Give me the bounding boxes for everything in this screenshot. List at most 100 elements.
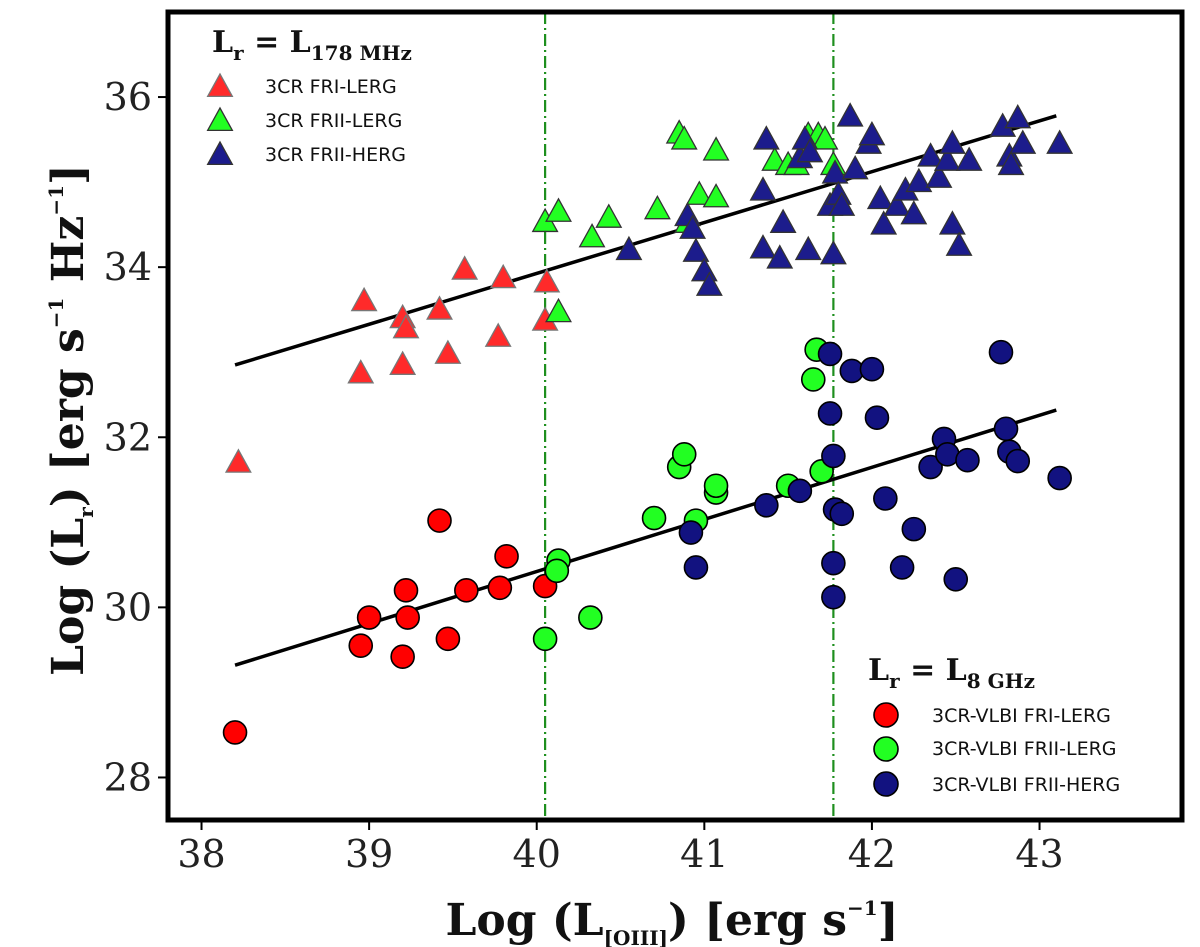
y-tick-label-32: 32 xyxy=(104,415,152,459)
point-3cr-vlbi-frii-herg-2 xyxy=(754,493,779,518)
point-3cr-vlbi-frii-herg-17 xyxy=(918,454,943,480)
series-3cr-vlbi-fri-lerg xyxy=(222,508,558,745)
point-3cr-vlbi-frii-herg-3 xyxy=(787,478,813,504)
series-3cr-vlbi-frii-herg xyxy=(678,339,1072,610)
point-3cr-vlbi-frii-lerg-2 xyxy=(544,558,570,584)
point-3cr-frii-herg-32 xyxy=(933,146,961,171)
x-axis-title: Log (L[OIII]) [erg s−1] xyxy=(445,895,898,947)
legend-label-3cr-vlbi-frii-herg: 3CR-VLBI FRII-HERG xyxy=(932,774,1120,796)
point-3cr-vlbi-fri-lerg-0 xyxy=(222,720,248,745)
y-tick-label-30: 30 xyxy=(104,585,152,629)
point-3cr-frii-herg-21 xyxy=(841,155,869,180)
legend-label-3cr-frii-lerg: 3CR FRII-LERG xyxy=(265,110,402,132)
x-tick-label-40: 40 xyxy=(513,832,561,876)
point-3cr-vlbi-frii-herg-23 xyxy=(993,416,1019,442)
point-3cr-vlbi-frii-lerg-6 xyxy=(671,441,697,467)
point-3cr-frii-lerg-2 xyxy=(545,297,572,323)
point-3cr-fri-lerg-10 xyxy=(489,263,517,289)
x-tick-label-41: 41 xyxy=(680,832,728,876)
point-3cr-vlbi-frii-herg-21 xyxy=(955,447,980,473)
point-3cr-frii-herg-14 xyxy=(796,137,824,163)
x-tick-label-38: 38 xyxy=(177,832,225,876)
point-3cr-fri-lerg-5 xyxy=(389,350,417,375)
point-3cr-frii-herg-42 xyxy=(1046,129,1074,154)
point-3cr-vlbi-fri-lerg-8 xyxy=(454,578,479,603)
fit-line-fit-178mhz xyxy=(234,114,1057,367)
legend-marker-3cr-frii-lerg xyxy=(206,106,234,132)
legend-marker-3cr-vlbi-fri-lerg xyxy=(873,702,899,728)
point-3cr-frii-herg-40 xyxy=(1004,103,1032,129)
point-3cr-frii-herg-26 xyxy=(883,191,911,216)
point-3cr-frii-herg-24 xyxy=(866,184,894,210)
point-3cr-vlbi-frii-herg-8 xyxy=(821,550,846,576)
point-3cr-frii-lerg-10 xyxy=(702,136,730,161)
point-3cr-vlbi-fri-lerg-5 xyxy=(395,605,420,630)
data-points xyxy=(222,102,1074,745)
point-3cr-frii-lerg-5 xyxy=(643,194,671,220)
point-3cr-frii-herg-2 xyxy=(679,214,707,239)
point-3cr-frii-herg-10 xyxy=(769,208,797,233)
point-3cr-fri-lerg-0 xyxy=(224,448,252,473)
point-3cr-frii-herg-23 xyxy=(858,120,886,146)
point-3cr-vlbi-frii-herg-25 xyxy=(1005,448,1031,474)
point-3cr-vlbi-frii-herg-14 xyxy=(873,486,898,511)
point-3cr-frii-herg-13 xyxy=(794,235,822,261)
legend-label-3cr-fri-lerg: 3CR FRI-LERG xyxy=(265,76,397,98)
point-3cr-vlbi-frii-herg-5 xyxy=(817,401,843,426)
point-3cr-frii-herg-19 xyxy=(828,191,856,216)
plot-frame xyxy=(165,9,1185,823)
legend-8ghz-title: Lr = L8 GHz xyxy=(868,653,1035,693)
legend-label-3cr-frii-herg: 3CR FRII-HERG xyxy=(265,144,406,166)
point-3cr-vlbi-fri-lerg-4 xyxy=(393,578,419,603)
point-3cr-frii-herg-16 xyxy=(819,240,847,265)
point-3cr-vlbi-frii-herg-9 xyxy=(821,584,846,610)
point-3cr-frii-herg-25 xyxy=(870,210,898,235)
point-3cr-frii-lerg-7 xyxy=(670,125,698,150)
point-3cr-vlbi-fri-lerg-9 xyxy=(487,575,513,601)
point-3cr-frii-herg-33 xyxy=(938,210,966,235)
legend-marker-3cr-vlbi-frii-lerg xyxy=(873,736,899,762)
point-3cr-frii-lerg-17 xyxy=(811,125,839,150)
point-3cr-fri-lerg-8 xyxy=(451,255,479,280)
point-3cr-frii-herg-6 xyxy=(749,176,777,201)
point-3cr-vlbi-frii-lerg-9 xyxy=(703,473,729,499)
point-3cr-frii-herg-29 xyxy=(905,167,933,193)
point-3cr-vlbi-frii-herg-10 xyxy=(829,501,855,527)
point-3cr-vlbi-fri-lerg-1 xyxy=(348,633,374,658)
y-tick-label-28: 28 xyxy=(104,755,152,799)
point-3cr-vlbi-frii-lerg-4 xyxy=(641,505,667,531)
point-3cr-vlbi-frii-herg-16 xyxy=(901,516,927,542)
point-3cr-frii-herg-9 xyxy=(766,244,794,269)
point-3cr-frii-lerg-9 xyxy=(685,180,713,205)
point-3cr-vlbi-fri-lerg-10 xyxy=(494,544,519,569)
point-3cr-frii-lerg-11 xyxy=(702,183,730,208)
series-3cr-frii-herg xyxy=(615,102,1074,296)
point-3cr-frii-herg-8 xyxy=(749,234,777,259)
point-3cr-vlbi-frii-herg-4 xyxy=(817,341,843,367)
point-3cr-frii-herg-17 xyxy=(821,159,849,184)
vertical-reference-lines xyxy=(544,12,835,820)
x-tick-label-43: 43 xyxy=(1015,832,1063,876)
legend-8ghz: Lr = L8 GHz 3CR-VLBI FRI-LERG 3CR-VLBI F… xyxy=(868,653,1120,797)
point-3cr-frii-herg-39 xyxy=(997,150,1025,176)
point-3cr-frii-herg-30 xyxy=(917,142,945,167)
legend-marker-3cr-vlbi-frii-herg xyxy=(873,771,899,797)
point-3cr-vlbi-frii-lerg-0 xyxy=(532,626,558,652)
point-3cr-vlbi-frii-herg-22 xyxy=(988,339,1014,365)
legend-178mhz: Lr = L178 MHz 3CR FRI-LERG 3CR FRII-LERG… xyxy=(206,25,412,166)
point-3cr-frii-herg-20 xyxy=(836,102,864,127)
point-3cr-fri-lerg-12 xyxy=(533,268,561,293)
point-3cr-vlbi-frii-lerg-11 xyxy=(800,367,826,392)
series-3cr-fri-lerg xyxy=(224,255,561,473)
point-3cr-frii-herg-36 xyxy=(955,146,983,171)
point-3cr-vlbi-fri-lerg-7 xyxy=(435,626,461,652)
point-3cr-fri-lerg-9 xyxy=(484,322,512,347)
point-3cr-frii-herg-7 xyxy=(752,125,780,150)
point-3cr-frii-herg-34 xyxy=(938,129,966,154)
point-3cr-frii-lerg-1 xyxy=(545,197,572,222)
legend-marker-3cr-fri-lerg xyxy=(206,72,234,98)
point-3cr-frii-herg-31 xyxy=(925,163,953,188)
point-3cr-frii-herg-35 xyxy=(945,231,973,256)
legend-label-3cr-vlbi-fri-lerg: 3CR-VLBI FRI-LERG xyxy=(932,705,1111,727)
